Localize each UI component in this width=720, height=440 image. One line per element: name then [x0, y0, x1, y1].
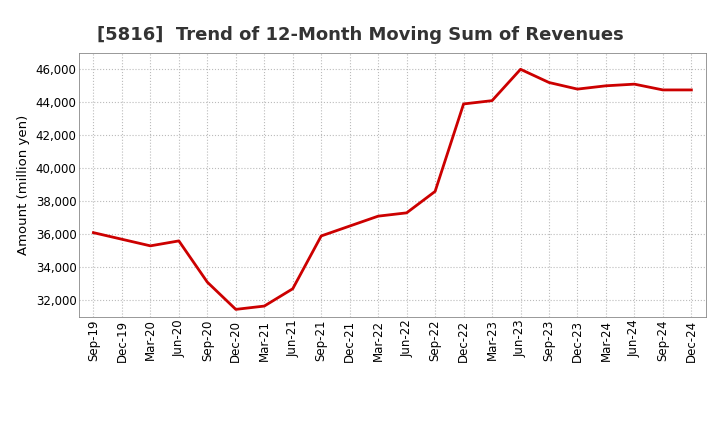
Text: [5816]  Trend of 12-Month Moving Sum of Revenues: [5816] Trend of 12-Month Moving Sum of R…	[96, 26, 624, 44]
Y-axis label: Amount (million yen): Amount (million yen)	[17, 115, 30, 255]
